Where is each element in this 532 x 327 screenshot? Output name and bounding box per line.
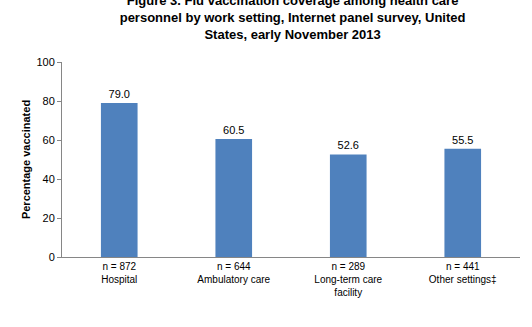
svg-text:n = 289Long-term carefacility: n = 289Long-term carefacility [314, 261, 382, 298]
svg-text:55.5: 55.5 [452, 134, 473, 146]
svg-text:n = 872Hospital: n = 872Hospital [101, 261, 137, 285]
svg-text:Percentage vaccinated: Percentage vaccinated [20, 100, 32, 219]
svg-text:0: 0 [49, 251, 55, 263]
svg-text:79.0: 79.0 [109, 88, 130, 100]
svg-text:n = 441Other settings‡: n = 441Other settings‡ [429, 261, 497, 285]
svg-text:60: 60 [43, 134, 55, 146]
svg-text:40: 40 [43, 173, 55, 185]
svg-text:52.6: 52.6 [338, 139, 359, 151]
svg-text:80: 80 [43, 95, 55, 107]
svg-text:Figure 3. Flu vaccination cove: Figure 3. Flu vaccination coverage among… [120, 0, 466, 42]
svg-text:100: 100 [36, 56, 54, 68]
svg-text:20: 20 [43, 212, 55, 224]
svg-text:n = 644Ambulatory care: n = 644Ambulatory care [197, 261, 270, 285]
svg-text:60.5: 60.5 [223, 124, 244, 136]
